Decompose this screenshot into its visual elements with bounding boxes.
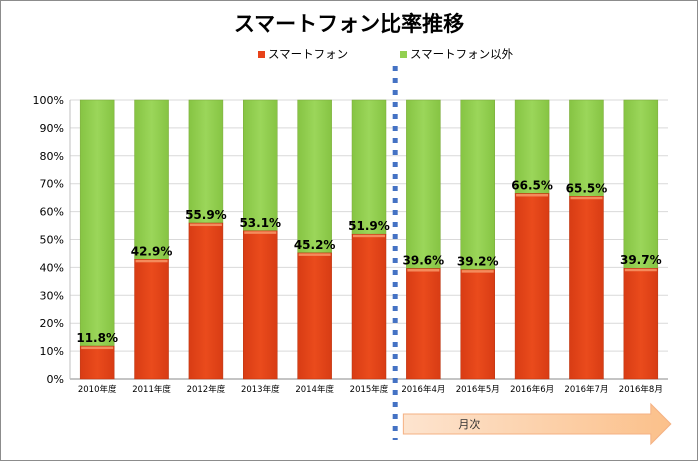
data-label: 66.5% (511, 178, 553, 192)
bar-smartphone-highlight (570, 196, 603, 200)
data-label: 51.9% (348, 219, 390, 233)
bar-non-smartphone (460, 99, 495, 270)
monthly-arrow (402, 402, 672, 446)
bar-smartphone (569, 196, 604, 380)
bar-non-smartphone (351, 99, 387, 235)
x-axis-ticks: 2010年度 2011年度 2012年度 2013年度 2014年度 2015年度 2016… (78, 384, 663, 395)
x-tick-label: 2016年5月 (456, 384, 500, 395)
y-tick-label: 100% (33, 94, 64, 107)
bar-smartphone-highlight (461, 270, 494, 273)
bar-smartphone (134, 259, 169, 380)
bar-non-smartphone (297, 99, 332, 254)
bar-smartphone (243, 230, 278, 380)
data-label: 11.8% (76, 331, 118, 345)
y-tick-label: 0% (47, 373, 64, 386)
bar-smartphone-highlight (81, 346, 114, 350)
bar-smartphone (297, 252, 332, 380)
x-tick-label: 2014年度 (295, 384, 334, 395)
data-label: 53.1% (239, 216, 281, 230)
bar-smartphone (623, 267, 659, 380)
data-label: 39.2% (457, 255, 499, 269)
bar-smartphone (351, 233, 387, 380)
x-tick-label: 2016年4月 (401, 384, 445, 395)
data-label: 39.7% (620, 253, 662, 267)
bar-smartphone-highlight (516, 193, 549, 197)
legend-label-smartphone: スマートフォン (268, 47, 349, 61)
y-tick-label: 90% (40, 122, 64, 135)
bars (79, 99, 659, 380)
y-tick-label: 60% (40, 206, 64, 219)
bar-smartphone (460, 269, 495, 380)
legend-swatch-smartphone (258, 50, 265, 58)
bar-non-smartphone (79, 99, 115, 347)
data-labels: 11.8% 42.9% 55.9% 53.1% 45.2% 51.9% 39.6% 39.2%… (76, 178, 661, 345)
x-tick-label: 2011年度 (132, 384, 171, 395)
bar-non-smartphone (514, 99, 550, 194)
bar-smartphone-highlight (244, 231, 277, 234)
y-tick-label: 10% (40, 345, 64, 358)
bar-smartphone-highlight (135, 259, 168, 263)
legend-label-non-smartphone: スマートフォン以外 (410, 47, 514, 61)
bar-non-smartphone (188, 99, 224, 224)
bar-non-smartphone (243, 99, 278, 232)
legend-item-smartphone: スマートフォン (258, 46, 348, 62)
bar-smartphone-highlight (407, 269, 440, 272)
x-tick-label: 2015年度 (350, 384, 389, 395)
legend-item-non-smartphone: スマートフォン以外 (400, 46, 513, 62)
y-tick-label: 70% (40, 178, 64, 191)
y-tick-label: 30% (40, 289, 64, 302)
bar-smartphone (406, 268, 441, 380)
legend-swatch-non-smartphone (400, 50, 407, 58)
chart-title: スマートフォン比率推移 (233, 12, 465, 36)
x-tick-label: 2016年7月 (564, 384, 608, 395)
bar-smartphone-highlight (189, 223, 222, 227)
annotations: 月次 (392, 66, 672, 446)
data-label: 42.9% (131, 244, 173, 258)
data-label: 65.5% (566, 181, 608, 195)
x-tick-label: 2012年度 (187, 384, 226, 395)
bar-smartphone-highlight (298, 253, 331, 256)
data-label: 55.9% (185, 208, 227, 222)
bar-non-smartphone (134, 99, 169, 260)
bar-smartphone (79, 345, 115, 380)
bar-non-smartphone (569, 99, 604, 197)
y-tick-label: 40% (40, 261, 64, 274)
x-tick-label: 2010年度 (78, 384, 117, 395)
bar-smartphone-highlight (353, 234, 385, 238)
x-tick-label: 2016年8月 (619, 384, 663, 395)
y-tick-label: 80% (40, 150, 64, 163)
bar-non-smartphone (623, 99, 659, 269)
data-label: 39.6% (403, 254, 445, 268)
bar-smartphone-highlight (624, 268, 657, 272)
bar-smartphone (514, 193, 550, 380)
data-label: 45.2% (294, 238, 336, 252)
y-tick-label: 50% (40, 234, 64, 247)
monthly-arrow-label: 月次 (458, 417, 480, 431)
x-tick-label: 2016年6月 (510, 384, 554, 395)
bar-non-smartphone (406, 99, 441, 269)
bar-smartphone (188, 222, 224, 380)
x-tick-label: 2013年度 (241, 384, 280, 395)
y-axis-ticks: 0% 10% 20% 30% 40% 50% 60% 70% 80% 90% 100% (33, 94, 64, 386)
y-tick-label: 20% (40, 317, 64, 330)
